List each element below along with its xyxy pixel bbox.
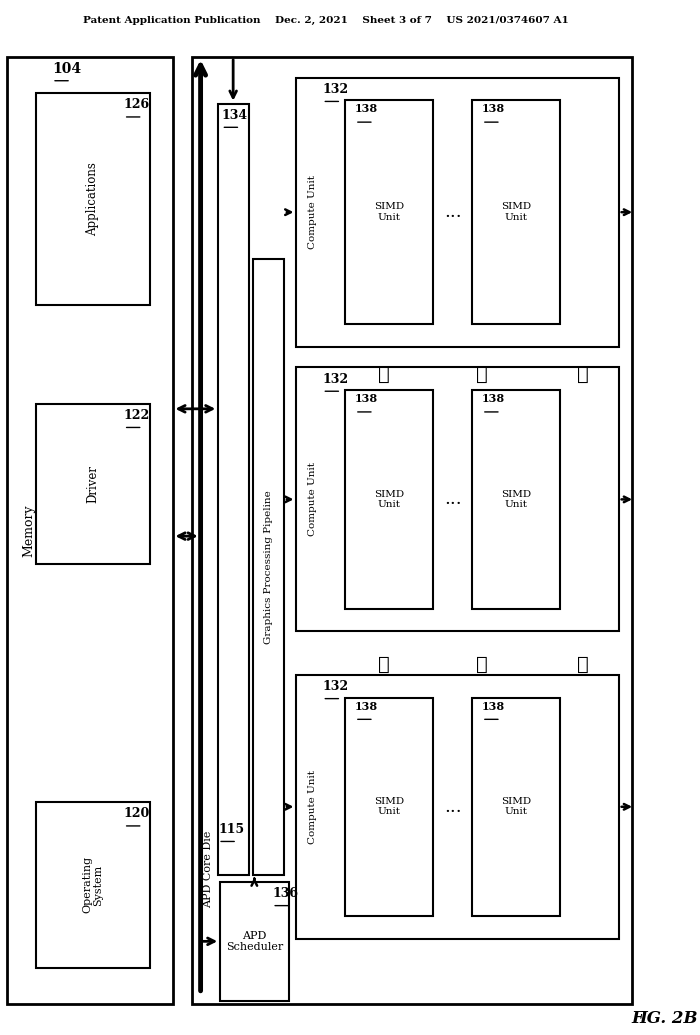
Text: ...: ... — [444, 798, 461, 816]
Text: Applications: Applications — [86, 162, 99, 236]
Text: ⋮: ⋮ — [379, 655, 390, 674]
Text: SIMD
Unit: SIMD Unit — [501, 203, 531, 221]
Text: ...: ... — [444, 491, 461, 508]
Text: 134: 134 — [221, 109, 248, 122]
Bar — [36, 93, 150, 305]
Bar — [296, 367, 619, 631]
Bar — [218, 104, 249, 875]
Text: ⋮: ⋮ — [577, 655, 589, 674]
Bar — [296, 78, 619, 347]
Bar — [296, 675, 619, 939]
Text: F: F — [631, 1010, 643, 1027]
Bar — [36, 802, 150, 968]
Text: SIMD
Unit: SIMD Unit — [374, 490, 404, 509]
Text: SIMD
Unit: SIMD Unit — [374, 203, 404, 221]
Text: SIMD
Unit: SIMD Unit — [501, 797, 531, 817]
Bar — [36, 404, 150, 564]
Text: Graphics Processing Pipeline: Graphics Processing Pipeline — [264, 490, 273, 644]
Text: 122: 122 — [124, 409, 150, 422]
Text: Compute Unit: Compute Unit — [308, 175, 317, 249]
Text: 104: 104 — [52, 62, 81, 77]
Text: Driver: Driver — [86, 465, 99, 503]
Text: 136: 136 — [272, 887, 298, 900]
Bar — [220, 882, 288, 1001]
Text: IG. 2B: IG. 2B — [640, 1010, 698, 1027]
Text: 138: 138 — [482, 701, 505, 712]
Text: ⋮: ⋮ — [476, 655, 488, 674]
Text: SIMD
Unit: SIMD Unit — [374, 797, 404, 817]
Bar — [192, 57, 631, 1004]
Text: SIMD
Unit: SIMD Unit — [501, 490, 531, 509]
Text: 138: 138 — [355, 701, 378, 712]
Text: ⋮: ⋮ — [577, 365, 589, 384]
Text: 120: 120 — [124, 807, 150, 821]
Bar — [473, 100, 560, 324]
Text: 138: 138 — [355, 104, 378, 115]
Text: 132: 132 — [323, 373, 349, 386]
Text: ⋮: ⋮ — [379, 365, 390, 384]
Text: Compute Unit: Compute Unit — [308, 770, 317, 844]
Text: 115: 115 — [218, 823, 244, 836]
Text: Compute Unit: Compute Unit — [308, 463, 317, 536]
Text: ...: ... — [444, 203, 461, 221]
Bar — [345, 100, 433, 324]
Text: ⋮: ⋮ — [476, 365, 488, 384]
Bar — [473, 390, 560, 609]
Text: APD
Scheduler: APD Scheduler — [225, 930, 283, 952]
Text: 126: 126 — [124, 98, 150, 112]
Text: Patent Application Publication    Dec. 2, 2021    Sheet 3 of 7    US 2021/037460: Patent Application Publication Dec. 2, 2… — [83, 16, 568, 25]
Text: APD Core Die: APD Core Die — [204, 831, 214, 908]
Bar — [473, 698, 560, 916]
Bar — [6, 57, 173, 1004]
Text: 132: 132 — [323, 680, 349, 693]
Text: 132: 132 — [323, 83, 349, 96]
Text: 138: 138 — [355, 393, 378, 405]
Bar — [253, 259, 284, 875]
Text: 138: 138 — [482, 104, 505, 115]
Text: 138: 138 — [482, 393, 505, 405]
Bar — [345, 698, 433, 916]
Text: Memory: Memory — [23, 504, 36, 557]
Text: Operating
System: Operating System — [82, 856, 104, 914]
Bar — [345, 390, 433, 609]
